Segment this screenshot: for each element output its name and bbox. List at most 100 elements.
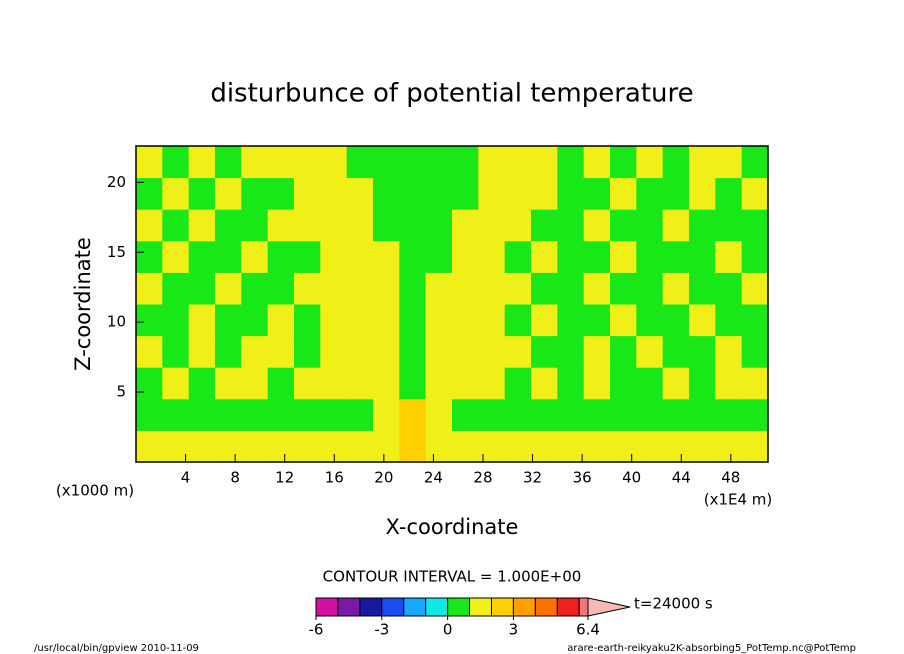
field-cell	[373, 367, 400, 400]
field-cell	[452, 177, 479, 210]
field-cell	[452, 398, 479, 431]
field-cell	[531, 367, 558, 400]
field-cell	[425, 146, 453, 179]
field-cell	[452, 430, 479, 463]
field-cell	[373, 146, 400, 179]
colorbar-box	[512, 597, 536, 617]
field-cell	[452, 304, 479, 337]
field-cell	[662, 240, 690, 273]
field-cell	[504, 304, 532, 337]
y-axis-label: Z-coordinate	[71, 237, 95, 371]
field-cell	[320, 335, 348, 368]
field-cell	[478, 304, 506, 337]
field-cell	[452, 272, 479, 305]
field-cell	[452, 367, 479, 400]
x-tick-label: 48	[721, 469, 740, 487]
field-cell	[215, 367, 242, 400]
field-cell	[452, 146, 479, 179]
field-cell	[715, 430, 743, 463]
x-tick-label: 24	[424, 469, 443, 487]
field-cell	[636, 177, 664, 210]
field-cell	[399, 146, 427, 179]
field-cell	[188, 272, 216, 305]
field-cell	[188, 430, 216, 463]
colorbar-box	[315, 597, 339, 617]
colorbar-tick-label: -3	[374, 621, 389, 639]
field-cell	[610, 304, 637, 337]
field-cell	[373, 304, 400, 337]
field-cell	[452, 209, 479, 242]
field-cell	[504, 209, 532, 242]
field-cell	[504, 367, 532, 400]
field-cell	[715, 240, 743, 273]
field-cell	[320, 304, 348, 337]
field-cell	[636, 367, 664, 400]
field-cell	[399, 240, 427, 273]
field-cell	[583, 430, 611, 463]
field-cell	[162, 177, 190, 210]
field-cell	[241, 146, 269, 179]
field-cell	[267, 209, 295, 242]
field-cell	[373, 398, 400, 431]
colorbar-box	[578, 597, 589, 617]
field-cell	[610, 209, 637, 242]
field-cell	[478, 272, 506, 305]
field-cell	[478, 177, 506, 210]
field-cell	[557, 146, 585, 179]
field-cell	[478, 367, 506, 400]
field-cell	[346, 240, 374, 273]
field-cell	[504, 272, 532, 305]
field-cell	[662, 335, 690, 368]
field-cell	[162, 146, 190, 179]
field-cell	[188, 146, 216, 179]
x-tick-label: 8	[230, 469, 240, 487]
field-cell	[136, 367, 163, 400]
field-cell	[188, 367, 216, 400]
field-cell	[557, 304, 585, 337]
field-cell	[136, 430, 163, 463]
field-cell	[610, 430, 637, 463]
field-cell	[662, 430, 690, 463]
field-cell	[689, 272, 716, 305]
field-cell	[583, 304, 611, 337]
field-cell	[741, 304, 769, 337]
field-cell	[715, 272, 743, 305]
field-cell	[557, 430, 585, 463]
field-cell	[478, 398, 506, 431]
field-cell	[267, 272, 295, 305]
field-cell	[504, 335, 532, 368]
field-cell	[452, 335, 479, 368]
field-cell	[136, 209, 163, 242]
field-cell	[346, 304, 374, 337]
field-cell	[662, 398, 690, 431]
field-cell	[188, 304, 216, 337]
colorbar-tick-label: 3	[509, 621, 519, 639]
field-cell	[425, 209, 453, 242]
footer-right: arare-earth-reikyaku2K-absorbing5_PotTem…	[567, 643, 856, 654]
field-cell	[610, 240, 637, 273]
field-cell	[478, 430, 506, 463]
x-unit2: (x1E4 m)	[704, 491, 773, 509]
y-tick-label: 15	[107, 243, 126, 261]
field-cell	[689, 367, 716, 400]
field-cell	[583, 272, 611, 305]
field-cell	[636, 398, 664, 431]
field-cell	[399, 177, 427, 210]
field-cell	[188, 335, 216, 368]
field-cell	[136, 177, 163, 210]
field-cell	[504, 430, 532, 463]
field-cell	[531, 304, 558, 337]
x-axis-label: X-coordinate	[386, 515, 519, 539]
field-cell	[741, 398, 769, 431]
field-cell	[531, 398, 558, 431]
field-cell	[399, 430, 427, 463]
field-cell	[636, 209, 664, 242]
field-cell	[294, 209, 321, 242]
field-cell	[715, 209, 743, 242]
field-cell	[478, 240, 506, 273]
field-cell	[241, 367, 269, 400]
x-tick-label: 4	[181, 469, 191, 487]
field-cell	[504, 398, 532, 431]
field-cell	[583, 177, 611, 210]
